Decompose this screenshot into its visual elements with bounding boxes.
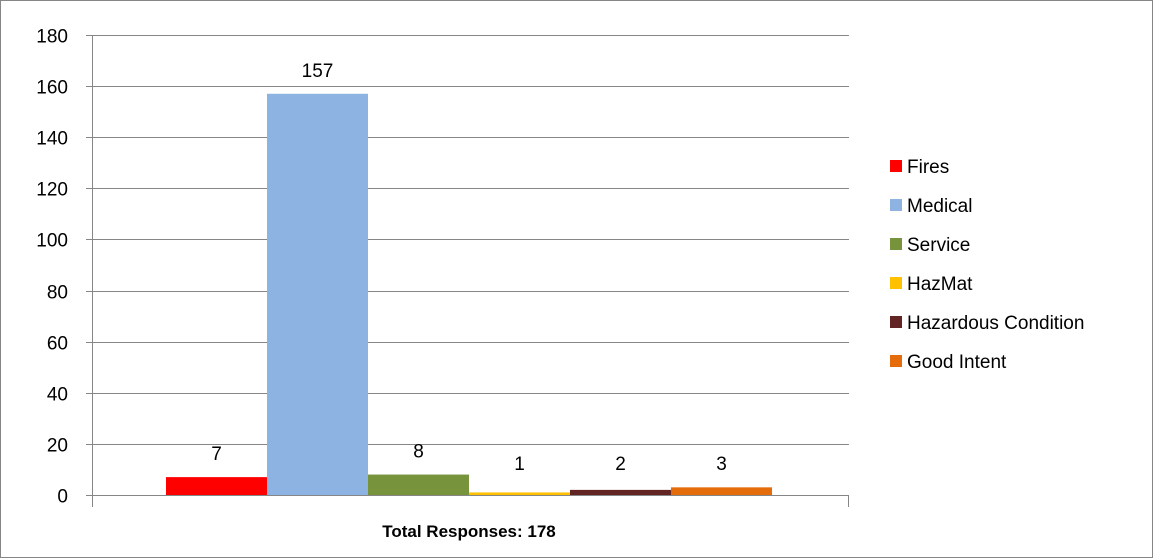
y-tick-label: 0 <box>57 487 68 508</box>
legend-label-good-intent: Good Intent <box>907 352 1007 373</box>
data-labels: 7 157 8 1 2 3 <box>211 61 727 475</box>
legend-swatch-service <box>890 238 902 250</box>
bars <box>166 93 772 496</box>
y-tick-label: 60 <box>47 334 68 355</box>
bar-medical <box>267 93 368 496</box>
y-tick-label: 180 <box>36 27 68 48</box>
legend-swatch-hazmat <box>890 277 902 289</box>
data-label-service: 8 <box>413 442 424 463</box>
legend-swatch-fires <box>890 160 902 172</box>
bar-hazardous-condition <box>570 489 671 495</box>
y-axis-tick-labels: 0 20 40 60 80 100 120 140 160 180 <box>36 27 68 508</box>
axes <box>86 35 849 507</box>
legend-swatch-good-intent <box>890 355 902 367</box>
legend-label-hazardous-condition: Hazardous Condition <box>907 313 1084 334</box>
y-tick-label: 160 <box>36 78 68 99</box>
bar-good-intent <box>671 487 772 495</box>
legend-label-hazmat: HazMat <box>907 274 973 295</box>
legend-label-medical: Medical <box>907 196 972 217</box>
legend-swatch-medical <box>890 199 902 211</box>
data-label-medical: 157 <box>302 61 334 82</box>
legend: Fires Medical Service HazMat Hazardous Condi… <box>890 157 1084 373</box>
x-axis-label: Total Responses: 178 <box>382 522 556 541</box>
y-tick-label: 80 <box>47 283 68 304</box>
bar-fires <box>166 477 267 495</box>
y-tick-label: 100 <box>36 231 68 252</box>
data-label-fires: 7 <box>211 444 222 465</box>
y-tick-label: 40 <box>47 385 68 406</box>
y-tick-label: 140 <box>36 129 68 150</box>
legend-swatch-hazardous-condition <box>890 316 902 328</box>
y-tick-label: 20 <box>47 436 68 457</box>
legend-label-fires: Fires <box>907 157 949 178</box>
data-label-good-intent: 3 <box>716 454 727 475</box>
bar-hazmat <box>469 492 570 495</box>
gridlines <box>92 35 849 445</box>
data-label-hazardous-condition: 2 <box>615 454 626 475</box>
y-tick-label: 120 <box>36 180 68 201</box>
data-label-hazmat: 1 <box>514 454 525 475</box>
legend-label-service: Service <box>907 235 970 256</box>
bar-service <box>368 474 469 495</box>
